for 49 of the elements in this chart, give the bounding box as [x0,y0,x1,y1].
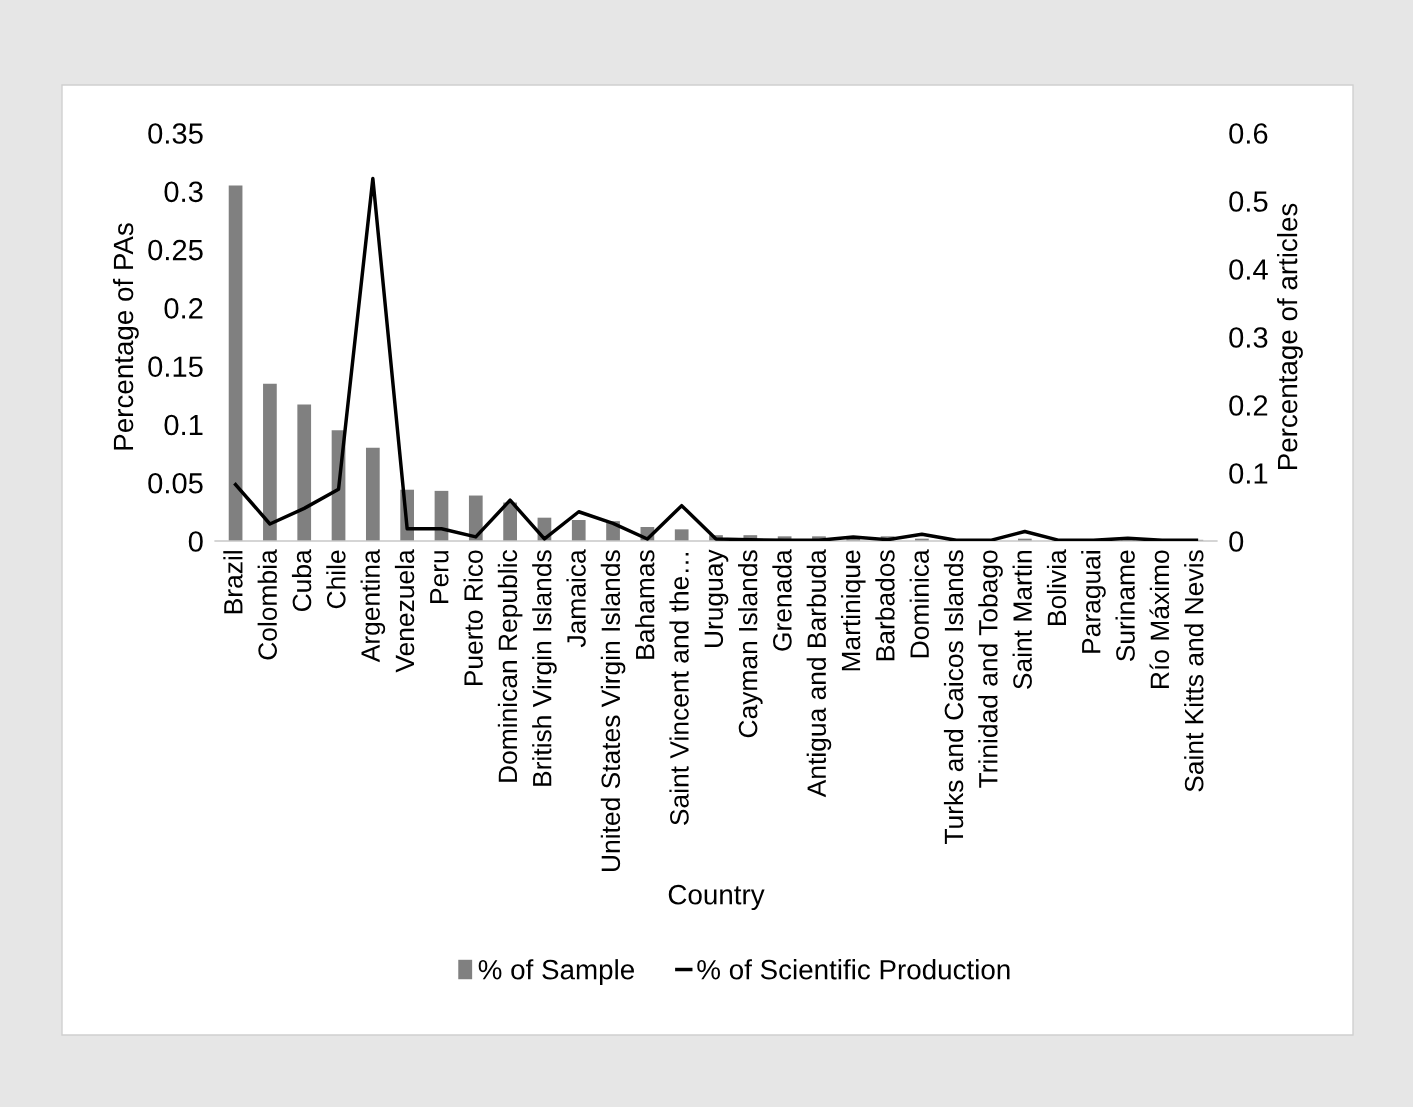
x-tick-label: Uruguay [704,549,729,648]
y2-tick-label: 0.3 [1229,327,1268,348]
x-tick-label: British Virgin Islands [532,550,557,786]
y-tick-label: 0 [188,531,203,552]
y-tick-label: 0.35 [148,123,203,144]
y2-tick-label: 0.6 [1229,123,1268,144]
y-axis-title: Percentage of PAs [112,223,139,450]
x-tick-label: Cuba [291,549,312,612]
x-tick-label: Saint Kitts and Nevis [1184,550,1204,792]
x-tick-label: United States Virgin Islands [600,550,626,871]
legend-label: % of Sample [478,959,634,985]
x-tick-label: Grenada [772,549,792,651]
y2-tick-label: 0.5 [1229,191,1268,212]
y-tick-label: 0.25 [148,239,203,261]
x-tick-label: Cayman Islands [738,550,763,738]
x-tick-label: Saint Martin [1012,551,1032,689]
x-tick-label: Argentina [360,549,386,663]
x-tick-label: Bahamas [635,550,655,659]
legend-label: % of Scientific Production [697,959,1010,980]
x-tick-label: Chile [326,550,346,609]
x-tick-label: Barbados [875,550,895,661]
x-tick-label: Dominica [909,549,929,658]
x-tick-label: Puerto Rico [463,550,483,686]
x-tick-label: Bolivia [1046,549,1067,625]
x-tick-label: Antigua and Barbuda [806,549,832,798]
x-tick-label: Trinidad and Tobago [978,550,1003,788]
x-tick-label: Río Máximo [1149,550,1170,688]
x-tick-label: Turks and Caicos Islands [943,550,964,844]
x-tick-label: Dominican Republic [497,550,523,782]
x-tick-label: Martinique [840,550,866,671]
x-axis-title: Country [668,884,765,911]
y-tick-label: 0.2 [164,298,203,319]
y2-tick-label: 0.2 [1229,395,1268,416]
y-tick-label: 0.05 [148,472,203,494]
x-tick-label: Brazil [223,551,243,614]
x-tick-label: Saint Vincent and the… [669,552,689,825]
x-tick-label: Paraguai [1081,551,1106,653]
x-tick-label: Suriname [1115,550,1135,662]
y-tick-label: 0.1 [164,414,203,436]
y2-axis-title: Percentage of articles [1276,203,1303,470]
y2-tick-label: 0.1 [1229,463,1268,484]
x-tick-label: Venezuela [394,549,415,673]
x-tick-label: Jamaica [566,549,586,648]
y-tick-label: 0.3 [164,181,203,203]
y-tick-label: 0.15 [148,356,203,377]
y2-tick-label: 0 [1229,531,1244,552]
x-tick-label: Peru [430,551,449,603]
y2-tick-label: 0.4 [1229,259,1268,280]
x-tick-label: Colombia [257,549,277,660]
